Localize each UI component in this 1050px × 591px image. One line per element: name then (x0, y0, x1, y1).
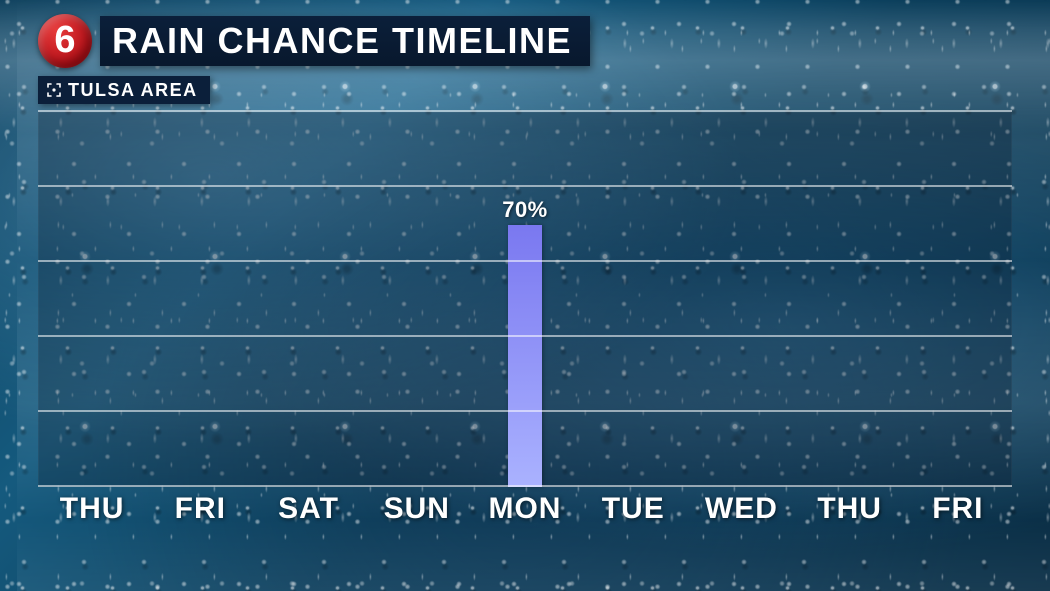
chart-slot (579, 112, 687, 487)
chart-xaxis-label: SAT (254, 487, 362, 531)
chart-xaxis-label: SUN (363, 487, 471, 531)
chart-xaxis-label: WED (687, 487, 795, 531)
chart-xaxis-label: FRI (146, 487, 254, 531)
chart-xaxis-label: TUE (579, 487, 687, 531)
chart-slot (796, 112, 904, 487)
chart-plot-area: 70% (38, 112, 1012, 487)
chart-bar-label: 70% (502, 197, 548, 223)
rain-chance-chart: 70% THUFRISATSUNMONTUEWEDTHUFRI (38, 112, 1012, 531)
chart-xaxis-label: THU (796, 487, 904, 531)
chart-xaxis-label: THU (38, 487, 146, 531)
chart-gridline (38, 410, 1012, 412)
chart-slot (363, 112, 471, 487)
chart-gridline (38, 260, 1012, 262)
chart-gridline (38, 185, 1012, 187)
chart-xaxis-label: MON (471, 487, 579, 531)
title-bar: RAIN CHANCE TIMELINE (100, 16, 590, 66)
chart-slot (687, 112, 795, 487)
chart-xaxis: THUFRISATSUNMONTUEWEDTHUFRI (38, 487, 1012, 531)
channel-logo-text: 6 (54, 21, 75, 59)
location-label: TULSA AREA (68, 80, 198, 101)
page-title: RAIN CHANCE TIMELINE (112, 20, 572, 62)
chart-gridline (38, 335, 1012, 337)
chart-slot (254, 112, 362, 487)
chart-slot: 70% (471, 112, 579, 487)
chart-slot (38, 112, 146, 487)
location-tag: TULSA AREA (38, 76, 210, 104)
chart-bars-container: 70% (38, 112, 1012, 487)
chart-slot (146, 112, 254, 487)
chart-bar: 70% (508, 225, 542, 488)
channel-logo: 6 (38, 14, 92, 68)
chart-xaxis-label: FRI (904, 487, 1012, 531)
chart-slot (904, 112, 1012, 487)
chart-gridline (38, 110, 1012, 112)
crosshair-icon (46, 82, 62, 98)
